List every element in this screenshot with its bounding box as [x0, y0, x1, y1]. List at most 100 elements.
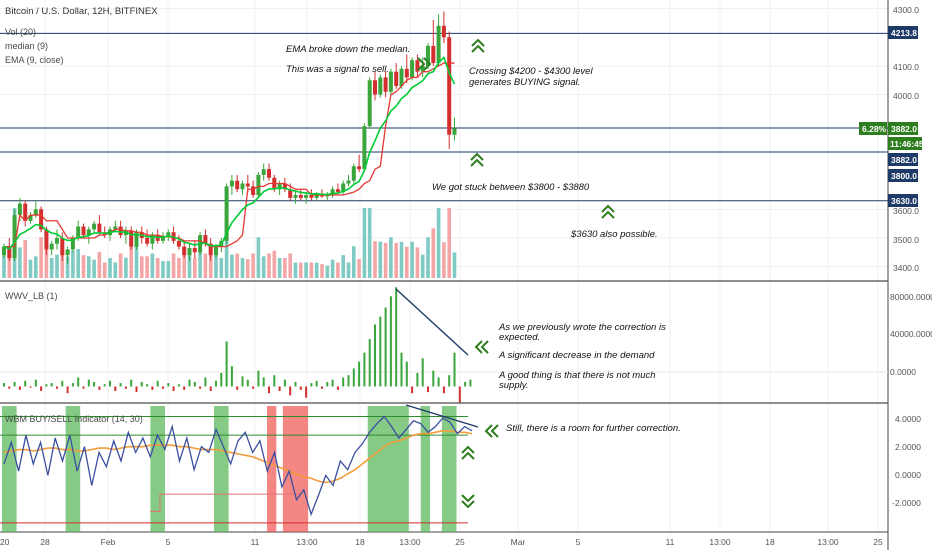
volume-bar — [166, 261, 171, 278]
volume-bar — [304, 262, 308, 278]
time-label: 11 — [251, 537, 260, 547]
candle-body — [330, 189, 335, 195]
wwv-bar — [215, 380, 217, 387]
price-tag-4213: 4213.8 — [891, 28, 917, 38]
wwv-bar — [135, 386, 138, 393]
candle-body — [288, 189, 293, 198]
candle-body — [86, 229, 91, 236]
candle-body — [441, 25, 446, 38]
note-wwv-line1: As we previously wrote the correction is — [498, 322, 666, 333]
volume-bar — [299, 262, 303, 278]
candle-body — [314, 193, 319, 198]
wwv-bar — [167, 383, 170, 387]
wbm-signal-line — [3, 430, 473, 484]
candle-body — [293, 194, 298, 198]
volume-bar — [389, 237, 393, 278]
wwv-bar — [98, 386, 101, 390]
candle-body — [182, 246, 187, 256]
chevron-stroke — [423, 57, 432, 71]
wwv-bar — [432, 370, 435, 387]
wwv-bar — [294, 381, 297, 387]
green-zone — [367, 406, 409, 532]
candle-body — [55, 237, 59, 244]
wwv-bar — [442, 386, 445, 394]
wwv-bar — [34, 379, 37, 387]
wwv-tick: 80000.0000 — [890, 292, 932, 302]
green-zone — [441, 406, 457, 532]
wwv-bar — [24, 380, 27, 387]
volume-bar — [436, 208, 441, 278]
wwv-bar — [273, 375, 276, 387]
note-wwv-line3: A significant decrease in the demand — [498, 350, 655, 361]
candle-body — [240, 183, 245, 190]
volume-bar — [198, 241, 202, 278]
percent-tag-box — [859, 122, 887, 135]
candle-body — [325, 194, 330, 197]
volume-bar — [256, 237, 261, 278]
candle-body — [404, 68, 409, 78]
volume-bar — [346, 262, 351, 278]
wbm-pane-title: WBM BUY/SELL Indicator (14, 30) — [5, 414, 143, 424]
ema-line — [3, 55, 456, 250]
volume-bar — [171, 253, 176, 278]
note-signal-sell: This was a signal to sell. — [286, 64, 389, 75]
time-label: 28 — [40, 537, 50, 547]
chevron-stroke — [490, 424, 499, 438]
volume-bar — [330, 259, 335, 278]
wwv-bar — [241, 376, 244, 387]
candle-body — [367, 80, 372, 127]
volume-bar — [150, 253, 155, 278]
volume-bar — [193, 257, 197, 278]
wwv-tick: 40000.0000 — [890, 329, 932, 339]
price-tick: 4000.0 — [893, 91, 919, 101]
red-zone — [282, 406, 309, 532]
candle-body — [134, 232, 139, 247]
chevron-stroke — [461, 451, 475, 460]
volume-bar — [49, 258, 54, 278]
volume-bar — [394, 242, 398, 278]
note-crossing-line2: generates BUYING signal. — [469, 77, 580, 88]
candle-body — [60, 237, 65, 256]
candle-body — [118, 226, 123, 236]
volume-bar — [39, 237, 43, 278]
price-tag-3800: 3800.0 — [891, 171, 917, 181]
volume-bar — [240, 258, 245, 278]
indicator-ema: EMA (9, close) — [5, 55, 64, 65]
wwv-bar — [66, 386, 69, 394]
volume-bar — [293, 262, 298, 278]
chevron-stroke — [601, 210, 615, 219]
candle-body — [399, 68, 404, 87]
price-tick: 3400.0 — [893, 263, 919, 273]
wwv-bar — [124, 386, 127, 389]
wwv-bar — [299, 386, 302, 390]
candle-body — [229, 180, 234, 187]
wwv-bar — [50, 383, 53, 387]
wwv-bar — [40, 386, 43, 391]
note-wwv-line5: supply. — [499, 380, 528, 391]
countdown-tag-box — [888, 137, 922, 150]
wbm-reference-lines — [0, 415, 468, 524]
wwv-bar — [188, 379, 191, 387]
time-label: 5 — [166, 537, 171, 547]
chevron-stroke — [484, 424, 493, 438]
time-label: Mar — [511, 537, 526, 547]
wwv-bar — [283, 379, 286, 387]
chevron-down-icon — [461, 494, 475, 509]
wbm-tick: 2.0000 — [895, 442, 921, 452]
candle-body — [304, 194, 309, 198]
time-label: Feb — [101, 537, 116, 547]
wwv-bar — [358, 361, 361, 387]
candle-body — [113, 226, 118, 230]
volume-bar — [251, 253, 255, 278]
chevron-stroke — [480, 340, 489, 354]
volume-bar — [235, 253, 239, 278]
price-tag-box — [888, 122, 918, 135]
note-also-possible: $3630 also possible. — [570, 229, 658, 240]
time-label: 13:00 — [399, 537, 421, 547]
wwv-bar — [146, 384, 149, 387]
price-tag-box — [888, 194, 918, 207]
candle-body — [282, 183, 287, 190]
volume-bar — [246, 259, 250, 278]
chevron-stroke — [601, 204, 615, 213]
